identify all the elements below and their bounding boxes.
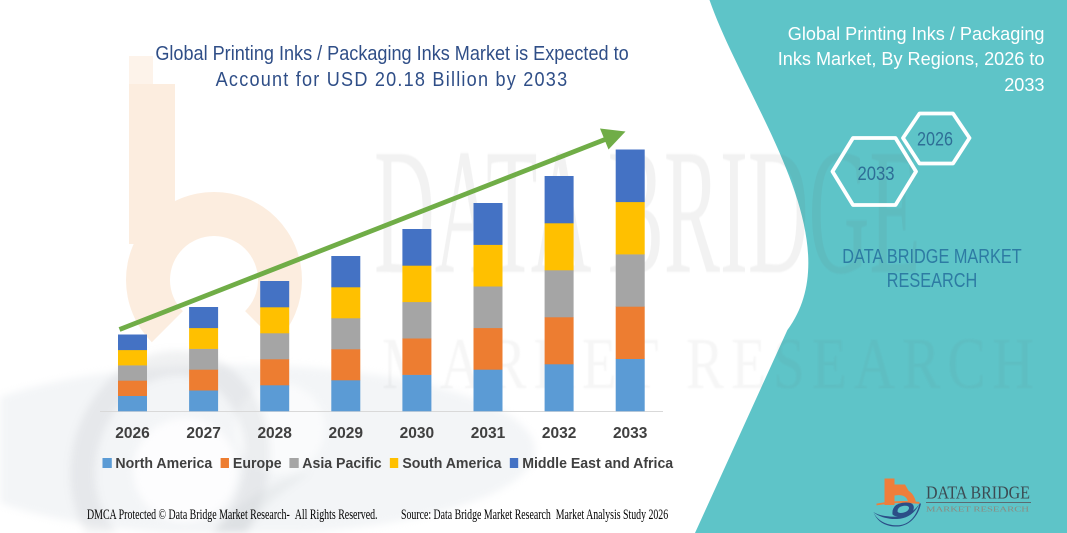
svg-text:2033: 2033 [858,163,895,185]
svg-text:MARKET RESEARCH: MARKET RESEARCH [926,505,1030,514]
svg-text:DATA BRIDGE: DATA BRIDGE [926,482,1030,502]
svg-text:2026: 2026 [917,129,953,151]
